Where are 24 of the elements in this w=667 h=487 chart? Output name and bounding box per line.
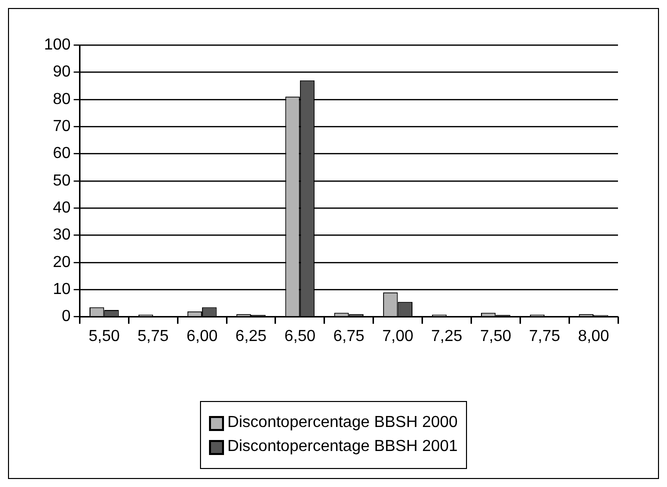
- y-tick-label: 50: [52, 172, 71, 190]
- legend-label: Discontopercentage BBSH 2001: [227, 438, 458, 456]
- y-tick-label: 0: [62, 308, 71, 326]
- y-tick-label: 60: [52, 145, 71, 162]
- y-tick-label: 80: [52, 90, 71, 108]
- x-tick-label: 7,00: [382, 328, 414, 345]
- x-tick-label: 7,25: [431, 328, 462, 345]
- x-tick-label: 8,00: [578, 328, 610, 345]
- x-tick-label: 6,75: [333, 328, 365, 345]
- y-tick-label: 10: [52, 281, 71, 298]
- x-tick-label: 6,00: [186, 328, 218, 345]
- x-tick-label: 7,75: [529, 328, 560, 345]
- y-tick-label: 100: [44, 36, 71, 54]
- x-tick-label: 6,25: [235, 328, 267, 345]
- x-tick-label: 7,50: [480, 328, 512, 345]
- y-tick-label: 90: [52, 64, 71, 81]
- legend-label: Discontopercentage BBSH 2000: [227, 414, 458, 432]
- x-tick-label: 6,50: [284, 328, 316, 345]
- x-tick-label: 5,50: [88, 328, 120, 345]
- y-tick-label: 70: [52, 118, 71, 135]
- y-tick-label: 20: [52, 254, 71, 271]
- y-tick-label: 30: [52, 226, 71, 244]
- x-tick-label: 5,75: [138, 328, 169, 345]
- y-tick-label: 40: [52, 199, 71, 216]
